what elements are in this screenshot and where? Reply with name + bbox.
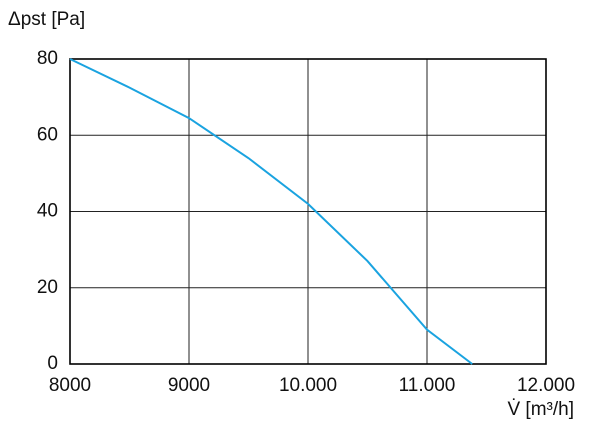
y-axis-label: Δpst [Pa] (8, 9, 85, 30)
y-tick-label: 60 (37, 124, 58, 145)
y-tick-label: 40 (37, 201, 58, 222)
data-line (69, 58, 473, 365)
x-axis-label: V̇ [m³/h] (507, 399, 574, 420)
y-tick-label: 80 (37, 48, 58, 69)
x-tick-label: 8000 (49, 375, 91, 396)
x-tick-label: 10.000 (279, 375, 337, 396)
y-tick-label: 0 (47, 353, 58, 374)
x-tick-label: 12.000 (517, 375, 575, 396)
y-tick-label: 20 (37, 277, 58, 298)
plot-frame (69, 58, 547, 365)
x-tick-label: 9000 (168, 375, 210, 396)
x-tick-label: 11.000 (399, 375, 456, 396)
